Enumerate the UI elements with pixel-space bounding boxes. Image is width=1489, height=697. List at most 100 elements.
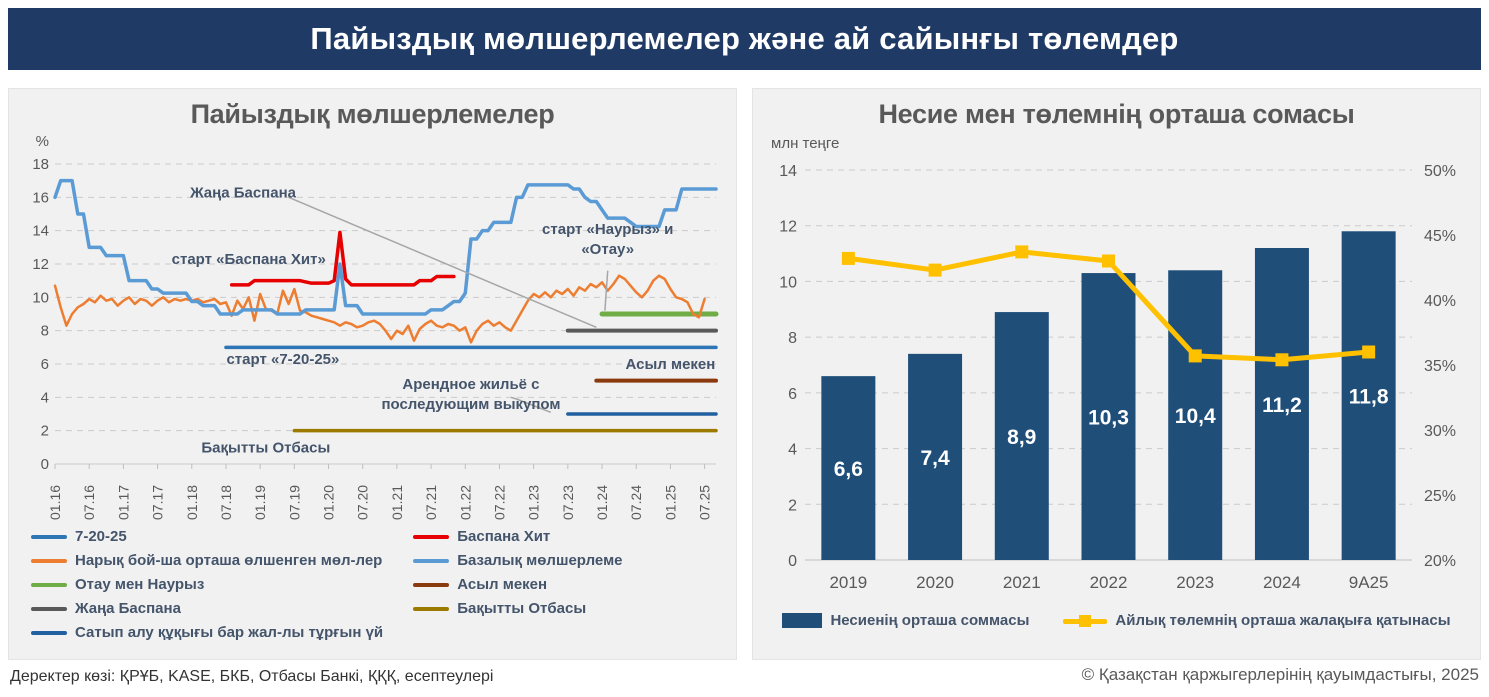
legend-item: Бақытты Отбасы [413, 600, 726, 617]
rates-legend: 7-20-25 Нарық бой-ша орташа өлшенген мөл-… [9, 526, 736, 641]
legend-swatch [31, 534, 67, 539]
rates-chart-title: Пайыздық мөлшерлемелер [190, 99, 555, 129]
y-tick-label: 8 [41, 323, 49, 340]
legend-item: Сатып алу құқығы бар жал-лы тұрғын үй [31, 624, 413, 641]
payment-ratio-marker [841, 251, 855, 265]
series-Нарық бой-ша орташа өлшенген мөл-лер [53, 274, 706, 344]
page-title-banner: Пайыздық мөлшерлемелер және ай сайынғы т… [8, 8, 1481, 70]
payment-line-swatch [1063, 614, 1108, 628]
x-category-label: 2022 [1090, 573, 1128, 592]
annotation-label: старт «7-20-25» [226, 351, 339, 368]
page-title: Пайыздық мөлшерлемелер және ай сайынғы т… [310, 21, 1179, 56]
right-y-tick-label: 25% [1424, 488, 1456, 505]
legend-item: Жаңа Баспана [31, 600, 413, 617]
annotation-label: старт «Баспана Хит» [172, 251, 326, 268]
annotation-label: «Отау» [581, 241, 634, 258]
right-y-tick-label: 35% [1424, 358, 1456, 375]
annotation-leader-line [288, 196, 597, 329]
x-tick-label: 01.23 [526, 485, 542, 520]
legend-label: Бақытты Отбасы [457, 600, 587, 617]
left-y-tick-label: 2 [788, 497, 797, 514]
legend-swatch [31, 582, 67, 587]
legend-label: Сатып алу құқығы бар жал-лы тұрғын үй [75, 624, 384, 641]
annotation-leader-line [510, 396, 552, 414]
x-category-label: 9A25 [1349, 573, 1389, 592]
x-category-label: 2021 [1003, 573, 1041, 592]
x-tick-label: 01.16 [47, 485, 63, 520]
y-axis-unit-label: % [36, 133, 49, 150]
left-y-tick-label: 4 [788, 442, 797, 459]
amounts-legend: Несиенің орташа соммасы Айлық төлемнің о… [753, 612, 1480, 629]
left-y-tick-label: 10 [779, 274, 797, 291]
x-tick-label: 07.18 [218, 485, 234, 520]
payment-ratio-marker [1362, 345, 1376, 359]
left-y-tick-label: 8 [788, 330, 797, 347]
right-y-tick-label: 30% [1424, 423, 1456, 440]
x-tick-label: 01.25 [662, 485, 678, 520]
legend-label: Жаңа Баспана [75, 600, 181, 617]
legend-label: Баспана Хит [457, 528, 551, 545]
x-category-label: 2024 [1263, 573, 1301, 592]
left-y-tick-label: 12 [779, 219, 797, 236]
amounts-legend-item-line: Айлық төлемнің орташа жалақыға қатынасы [1063, 612, 1451, 629]
legend-swatch [31, 606, 67, 611]
bar-value-label: 8,9 [1007, 426, 1036, 449]
x-category-label: 2019 [829, 573, 867, 592]
right-y-tick-label: 45% [1424, 228, 1456, 245]
x-tick-label: 07.23 [560, 485, 576, 520]
right-y-tick-label: 40% [1424, 293, 1456, 310]
amounts-legend-item-bars: Несиенің орташа соммасы [782, 612, 1029, 629]
right-y-tick-label: 20% [1424, 553, 1456, 570]
rates-legend-left-column: 7-20-25 Нарық бой-ша орташа өлшенген мөл-… [31, 528, 413, 641]
bar-value-label: 10,3 [1088, 407, 1129, 430]
bar-value-label: 7,4 [920, 447, 950, 470]
x-tick-label: 01.20 [321, 485, 337, 520]
y-tick-label: 12 [32, 256, 49, 273]
bar-2019 [821, 376, 876, 560]
x-tick-label: 07.20 [355, 485, 371, 520]
bar-2021 [994, 312, 1049, 560]
y-tick-label: 16 [32, 189, 49, 206]
y-tick-label: 4 [41, 389, 49, 406]
bar-value-label: 11,2 [1262, 394, 1302, 417]
x-tick-label: 07.16 [81, 485, 97, 520]
legend-swatch [413, 606, 450, 611]
rates-legend-right-column: Баспана Хит Базалық мөлшерлеме Асыл мекен Б… [413, 528, 726, 641]
x-tick-label: 07.25 [697, 485, 713, 520]
annotation-label: Арендное жильё с [402, 376, 539, 393]
series-Базалық мөлшерлеме [53, 178, 718, 316]
x-tick-label: 07.22 [491, 485, 507, 520]
annotation-label: Бақытты Отбасы [201, 439, 330, 456]
y-tick-label: 10 [32, 289, 49, 306]
legend-label: Базалық мөлшерлеме [457, 552, 623, 569]
legend-item: 7-20-25 [31, 528, 413, 545]
payment-ratio-marker [928, 263, 942, 277]
legend-swatch [413, 534, 450, 539]
legend-item: Асыл мекен [413, 576, 726, 593]
legend-item: Баспана Хит [413, 528, 726, 545]
x-tick-label: 01.22 [457, 485, 473, 520]
left-y-tick-label: 0 [788, 553, 797, 570]
rates-chart-panel: Пайыздық мөлшерлемелер 0 2 4 6 8 10 12 14 16 18% 0… [8, 88, 737, 660]
annotation-label: последующим выкупом [381, 396, 560, 413]
payment-ratio-marker [1015, 245, 1029, 259]
x-tick-label: 01.19 [252, 485, 268, 520]
legend-swatch [31, 558, 67, 563]
legend-item: Нарық бой-ша орташа өлшенген мөл-лер [31, 552, 413, 569]
bar-2023 [1168, 270, 1223, 560]
bar-9A25 [1341, 231, 1396, 560]
bar-2020 [908, 353, 963, 560]
bar-value-label: 10,4 [1175, 405, 1216, 428]
right-y-tick-label: 50% [1424, 163, 1456, 180]
y-tick-label: 6 [41, 356, 49, 373]
y-tick-label: 18 [32, 156, 49, 173]
bar-value-label: 11,8 [1349, 386, 1389, 409]
left-y-axis-unit-label: млн теңге [771, 135, 839, 152]
legend-swatch [31, 630, 67, 635]
x-tick-label: 07.19 [286, 485, 302, 520]
x-category-label: 2020 [916, 573, 954, 592]
payment-ratio-marker [1275, 353, 1289, 367]
left-y-tick-label: 14 [779, 163, 797, 180]
bar-swatch [782, 613, 823, 628]
amounts-chart-panel: Несие мен төлемнің орташа сомасы 0 2 4 6 8 10… [752, 88, 1481, 660]
